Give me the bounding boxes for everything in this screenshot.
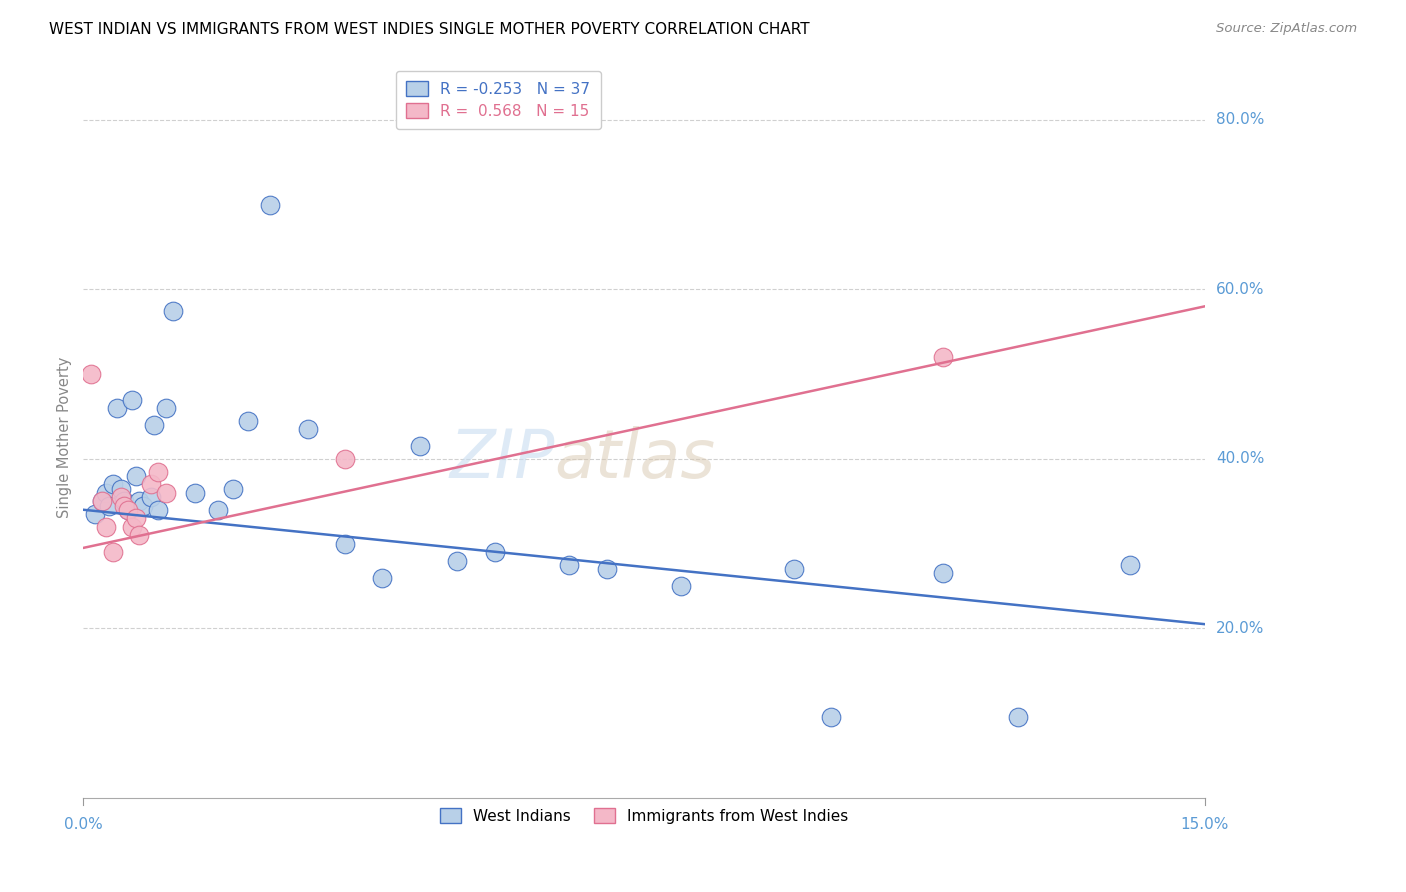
Point (139, 490, 162, 504)
Point (155, 401, 177, 415)
Point (446, 553, 468, 567)
Point (139, 477, 162, 491)
Point (1007, 710, 1029, 724)
Point (1119, 558, 1142, 572)
Point (121, 519, 143, 533)
Point (155, 485, 177, 500)
Point (782, 562, 804, 576)
Point (80, 367, 103, 381)
Point (333, 536, 356, 550)
Point (932, 566, 955, 581)
Point (117, 502, 139, 516)
Point (820, 710, 842, 724)
Point (110, 482, 132, 496)
Point (184, 485, 207, 500)
Text: ZIP: ZIP (449, 426, 554, 492)
Point (146, 465, 169, 479)
Text: 0.0%: 0.0% (63, 817, 103, 832)
Point (484, 545, 506, 559)
Point (595, 562, 617, 576)
Point (932, 350, 955, 364)
Point (236, 414, 259, 428)
Point (94, 519, 117, 533)
Text: 80.0%: 80.0% (1216, 112, 1264, 128)
Point (558, 558, 581, 572)
Text: 60.0%: 60.0% (1216, 282, 1264, 297)
Point (117, 502, 139, 516)
Point (124, 511, 146, 525)
Point (94, 485, 117, 500)
Point (83, 507, 105, 521)
Point (105, 401, 128, 415)
Point (671, 579, 693, 593)
Point (132, 499, 155, 513)
Point (110, 490, 132, 504)
Text: WEST INDIAN VS IMMIGRANTS FROM WEST INDIES SINGLE MOTHER POVERTY CORRELATION CHA: WEST INDIAN VS IMMIGRANTS FROM WEST INDI… (49, 22, 810, 37)
Point (409, 439, 432, 453)
Point (103, 545, 125, 559)
Point (128, 528, 150, 542)
Legend: West Indians, Immigrants from West Indies: West Indians, Immigrants from West Indie… (433, 802, 855, 830)
Point (91, 494, 114, 508)
Text: 40.0%: 40.0% (1216, 451, 1264, 467)
Point (112, 494, 135, 508)
Point (207, 502, 229, 516)
Point (162, 303, 184, 318)
Text: 20.0%: 20.0% (1216, 621, 1264, 636)
Point (371, 570, 394, 584)
Y-axis label: Single Mother Poverty: Single Mother Poverty (58, 357, 72, 518)
Point (146, 502, 169, 516)
Point (124, 468, 146, 483)
Point (98, 499, 121, 513)
Text: 15.0%: 15.0% (1181, 817, 1229, 832)
Point (103, 477, 125, 491)
Point (128, 494, 150, 508)
Point (143, 417, 166, 432)
Point (222, 482, 245, 496)
Point (297, 422, 319, 436)
Point (91, 494, 114, 508)
Point (333, 451, 356, 466)
Text: atlas: atlas (554, 426, 716, 492)
Point (112, 499, 135, 513)
Point (121, 392, 143, 407)
Point (259, 197, 281, 211)
Text: Source: ZipAtlas.com: Source: ZipAtlas.com (1216, 22, 1357, 36)
